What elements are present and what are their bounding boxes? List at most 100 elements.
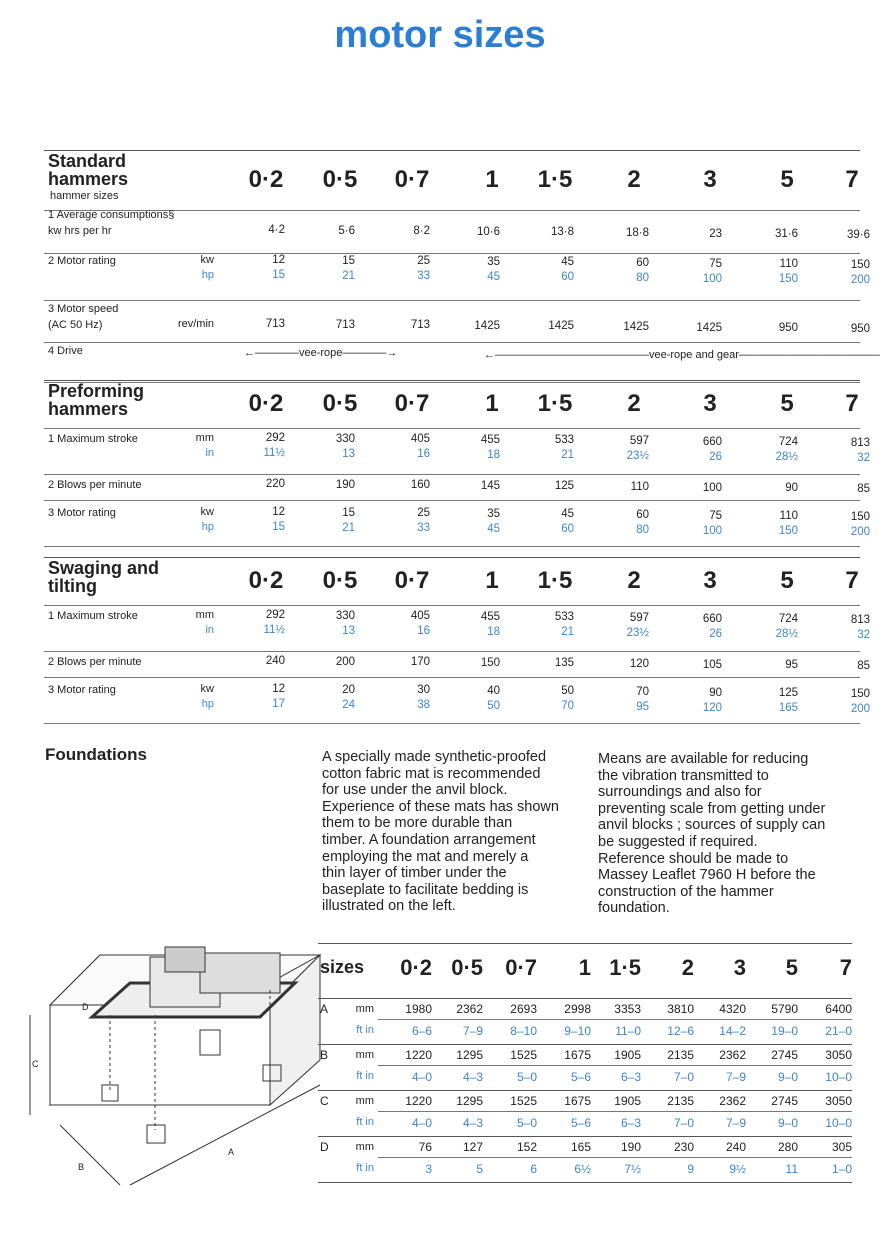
paragraph-line: baseplate to facilitate bedding is [322,881,529,898]
hammer-size-header: 5 [780,567,794,594]
cell-value: 13·8 [550,226,574,239]
hammer-size-header: 3 [703,166,717,193]
cell-value: 21 [342,269,355,282]
drive-vee-rope-and-gear: ←——————————————vee-rope and gear————————… [484,349,880,361]
cell-ftin: 7–9 [462,1024,483,1038]
cell-mm: 2362 [719,1048,746,1062]
cell-value: 75 [709,509,722,522]
cell-value: 18·8 [625,227,649,239]
cell-value: 240 [265,655,285,667]
unit-label: in [205,447,214,459]
cell-value: 28½ [775,451,798,464]
sub-rule [378,1111,852,1112]
row-rule [44,253,860,254]
section-title: Swaging and [48,558,160,578]
cell-value: 70 [561,700,574,713]
cell-ftin: 10–0 [825,1070,852,1084]
cell-value: 15 [272,521,285,533]
cell-value: 120 [702,701,722,714]
row-rule [44,500,860,501]
cell-ftin: 6–3 [620,1070,641,1084]
cell-mm: 6400 [825,1002,852,1016]
cell-mm: 1675 [564,1048,591,1062]
cell-mm: 280 [777,1140,798,1154]
cell-value: 13 [342,447,355,460]
unit-label: kw [200,254,214,266]
cell-ftin: 12–6 [667,1024,694,1038]
cell-value: 21 [561,449,574,462]
cell-value: 200 [850,273,870,286]
cell-ftin: 5–0 [516,1116,537,1130]
cell-ftin: 5 [476,1162,483,1176]
cell-value: 200 [335,655,355,668]
paragraph-line: surroundings and also for [598,784,762,801]
foundation-diagram [29,946,322,1186]
unit-label: rev/min [177,318,214,330]
cell-value: 533 [554,611,574,624]
cell-mm: 1220 [405,1094,432,1108]
section-top-rule [44,380,860,381]
cell-value: 13 [342,624,355,637]
cell-ftin: 19–0 [771,1024,798,1038]
cell-ftin: 7–0 [673,1116,694,1130]
cell-mm: 2362 [456,1002,483,1016]
cell-value: 40 [487,684,500,697]
cell-value: 60 [636,257,649,269]
cell-ftin: 4–0 [411,1070,432,1084]
cell-ftin: 1–0 [831,1162,852,1176]
unit-mm: mm [355,1049,374,1061]
drive-vee-rope: ←————vee-rope————→ [244,347,398,359]
cell-ftin: 9½ [729,1162,746,1176]
hammer-size-header: 7 [845,166,859,193]
section-title: Standard [48,151,127,171]
cell-value: 100 [702,272,722,285]
cell-value: 1425 [623,321,649,333]
cell-value: 713 [410,319,430,332]
row-rule [44,677,860,678]
row-rule [318,1044,852,1045]
section-title: tilting [48,576,97,596]
cell-value: 292 [265,609,285,621]
row-rule [318,1136,852,1137]
cell-value: 60 [636,509,649,521]
cell-value: 190 [335,478,355,491]
cell-value: 80 [636,524,649,536]
cell-value: 25 [417,507,430,520]
unit-ftin: ft in [356,1162,374,1174]
cell-mm: 3050 [825,1048,852,1062]
cell-value: 150 [778,273,798,286]
diagram-label-3: D [82,1002,89,1012]
hammer-size-header: 0·2 [248,166,284,193]
unit-label: mm [195,609,214,621]
paragraph-line: Reference should be made to [598,850,789,867]
row-label: 2 Motor rating [48,255,116,267]
dimension-label: C [320,1094,329,1108]
diagram-label-1: B [78,1162,85,1172]
section-title: hammers [48,399,129,419]
cell-ftin: 8–10 [510,1024,537,1038]
cell-mm: 127 [462,1140,483,1154]
cell-value: 24 [342,698,355,711]
unit-label: in [205,624,214,636]
hammer-size-header: 5 [780,390,794,417]
hammer-size-header: 0·5 [322,166,358,193]
cell-ftin: 6½ [574,1162,591,1176]
cell-value: 18 [487,448,500,461]
cell-value: 405 [410,610,430,623]
cell-value: 200 [850,525,870,538]
table-top-rule [318,943,852,944]
cell-mm: 1220 [405,1048,432,1062]
cell-value: 32 [857,451,870,464]
cell-value: 150 [480,656,500,669]
cell-value: 90 [785,482,798,495]
foundations-title: Foundations [45,745,147,764]
hammer-size-header: 2 [627,166,641,193]
cell-value: 12 [272,254,285,266]
section-top-rule [44,557,860,558]
cell-ftin: 6–3 [620,1116,641,1130]
size-header: 1 [578,955,591,980]
cell-value: 660 [702,435,722,448]
cell-value: 110 [779,510,798,523]
unit-mm: mm [355,1141,374,1153]
diagram-label-2: C [32,1059,39,1069]
